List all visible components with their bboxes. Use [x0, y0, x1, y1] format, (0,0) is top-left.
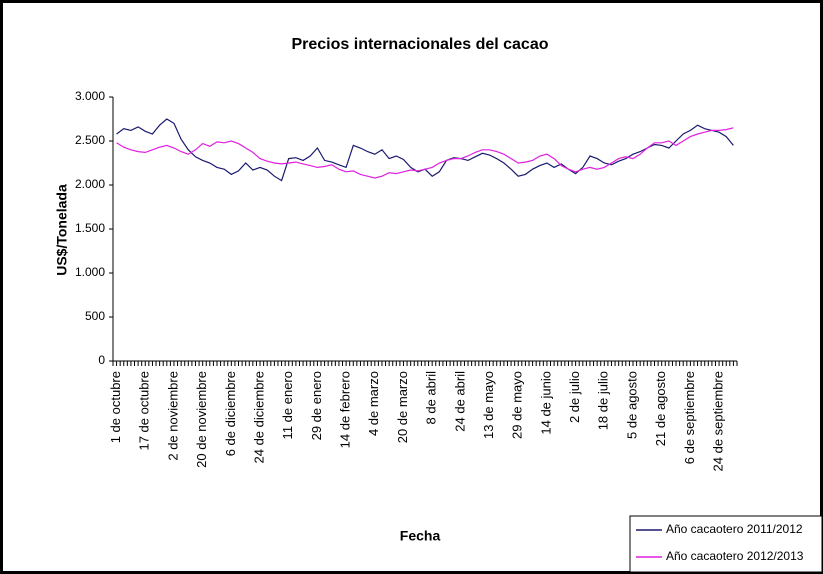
x-tick-label: 20 de marzo: [395, 371, 410, 443]
x-tick-label: 24 de abril: [452, 371, 467, 432]
x-tick-label: 14 de febrero: [338, 371, 353, 448]
x-tick-label: 2 de julio: [567, 371, 582, 423]
series-line: [116, 127, 734, 179]
y-tick-label: 0: [98, 353, 105, 367]
y-tick-label: 2.500: [75, 133, 105, 147]
x-tick-label: 21 de agosto: [653, 371, 668, 446]
x-tick-label: 1 de octubre: [108, 371, 123, 443]
x-tick-label: 6 de septiembre: [682, 371, 697, 464]
x-tick-label: 29 de mayo: [510, 371, 525, 439]
x-tick-label: 24 de septiembre: [711, 371, 726, 471]
legend: [629, 515, 823, 573]
x-tick-label: 11 de enero: [280, 371, 295, 439]
y-tick-label: 1.000: [75, 265, 105, 279]
chart-title: Precios internacionales del cacao: [291, 36, 548, 53]
x-tick-label: 4 de marzo: [366, 371, 381, 436]
y-axis-label: US$/Tonelada: [54, 184, 70, 276]
x-tick-label: 18 de julio: [596, 371, 611, 430]
x-tick-label: 6 de diciembre: [223, 371, 238, 456]
x-tick-label: 2 de noviembre: [165, 371, 180, 461]
x-tick-label: 29 de enero: [309, 371, 324, 440]
x-tick-label: 20 de noviembre: [194, 371, 209, 468]
legend-label: Año cacaotero 2011/2012: [666, 522, 803, 536]
y-tick-label: 500: [85, 309, 105, 323]
y-tick-label: 1.500: [75, 221, 105, 235]
x-tick-label: 24 de diciembre: [251, 371, 266, 464]
y-tick-label: 3.000: [75, 89, 105, 103]
x-tick-label: 14 de junio: [538, 371, 553, 435]
x-axis-label: Fecha: [400, 528, 441, 544]
x-tick-label: 17 de octubre: [137, 371, 152, 451]
x-tick-label: 13 de mayo: [481, 371, 496, 439]
legend-label: Año cacaotero 2012/2013: [666, 549, 804, 563]
x-tick-label: 5 de agosto: [624, 371, 639, 439]
y-tick-label: 2.000: [75, 177, 105, 191]
x-tick-label: 8 de abril: [424, 371, 439, 425]
